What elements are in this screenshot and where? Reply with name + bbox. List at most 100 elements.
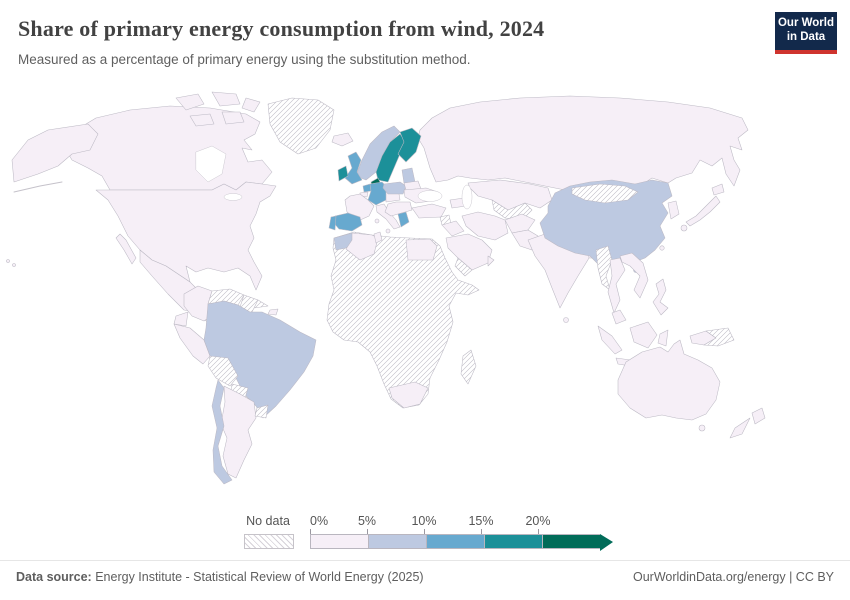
map-region-tunisia[interactable] [373, 231, 383, 244]
legend-tick-0%: 0% [310, 514, 329, 528]
legend-tick-15%: 15% [468, 514, 494, 528]
map-region-malaysia[interactable] [611, 309, 627, 325]
data-source-label: Data source: [16, 570, 92, 584]
map-region-madagascar[interactable] [460, 349, 477, 385]
map-region-china[interactable] [539, 179, 673, 267]
map-region-iran[interactable] [461, 211, 509, 241]
map-region-uruguay[interactable] [254, 404, 269, 419]
map-region-alaska[interactable] [11, 123, 99, 183]
map-region-kazakhstan[interactable] [467, 179, 553, 211]
map-region-philippines[interactable] [652, 278, 669, 316]
map-region-bolivia[interactable] [207, 355, 239, 387]
map-region-greenland[interactable] [267, 97, 335, 155]
legend-tick-mark [481, 529, 482, 534]
map-region-korea[interactable] [667, 200, 680, 220]
legend-segment-10-15%[interactable] [426, 534, 484, 549]
map-region-iceland[interactable] [331, 132, 354, 147]
map-region-myanmar[interactable] [595, 245, 613, 291]
map-region-turkey[interactable] [411, 203, 447, 219]
caspian-sea [461, 184, 473, 210]
map-region-tasmania[interactable] [698, 424, 706, 432]
map-region-afghanistan[interactable] [504, 213, 536, 234]
map-region-saudi[interactable] [445, 233, 493, 271]
map-region-nz-south[interactable] [729, 417, 751, 439]
legend-color-bar [310, 534, 613, 551]
map-region-sulawesi[interactable] [657, 329, 669, 347]
map-region-borneo[interactable] [629, 321, 658, 349]
map-region-russia[interactable] [417, 95, 749, 191]
legend-no-data-swatch[interactable] [244, 534, 294, 549]
map-region-sardinia[interactable] [374, 218, 380, 224]
owid-logo-box: Our World in Data [775, 12, 837, 50]
map-region-thailand[interactable] [607, 257, 626, 314]
map-region-usa[interactable] [95, 181, 277, 291]
map-region-algeria[interactable] [345, 232, 379, 261]
map-region-honshu[interactable] [685, 195, 721, 227]
great-lakes [223, 193, 243, 201]
legend-segment-0-5%[interactable] [310, 534, 368, 549]
map-region-hispaniola[interactable] [267, 308, 279, 316]
map-region-chile[interactable] [211, 379, 233, 485]
map-region-oman[interactable] [487, 255, 495, 267]
data-source-note: Data source: Energy Institute - Statisti… [16, 570, 424, 584]
map-region-mongolia[interactable] [571, 183, 639, 204]
footer-link[interactable]: OurWorldinData.org/energy | CC BY [632, 570, 834, 584]
map-region-nz-north[interactable] [751, 407, 766, 425]
map-region-south-africa[interactable] [388, 381, 429, 409]
legend-tick-20%: 20% [525, 514, 551, 528]
map-region-ireland[interactable] [337, 165, 349, 182]
map-region-hokkaido[interactable] [711, 183, 725, 196]
map-region-africa-base[interactable] [326, 231, 480, 409]
map-region-taiwan[interactable] [659, 245, 665, 251]
legend-tick-labels: 0% 5% 10% 15% 20% [310, 514, 610, 534]
chart-subtitle: Measured as a percentage of primary ener… [18, 52, 471, 67]
map-region-australia[interactable] [617, 339, 721, 421]
legend-tick-10%: 10% [411, 514, 437, 528]
page-title: Share of primary energy consumption from… [18, 16, 545, 41]
legend-tick-mark [310, 529, 311, 534]
black-sea [417, 190, 443, 202]
legend-tick-mark [424, 529, 425, 534]
map-region-kyushu[interactable] [680, 224, 688, 232]
map-region-egypt[interactable] [405, 238, 438, 261]
map-region-uk[interactable] [344, 151, 363, 185]
map-region-hawaii[interactable] [6, 259, 10, 263]
legend-segment-15-20%[interactable] [484, 534, 542, 549]
map-region-ecuador[interactable] [173, 311, 189, 327]
map-region-baja[interactable] [115, 233, 137, 265]
map-region-poland[interactable] [382, 181, 407, 195]
map-region-hawaii2[interactable] [12, 263, 16, 267]
legend-no-data-label: No data [246, 514, 290, 528]
chart-footer: Data source: Energy Institute - Statisti… [0, 560, 850, 584]
owid-logo-line2: in Data [786, 30, 826, 43]
map-region-sri-lanka[interactable] [563, 317, 569, 323]
data-source-text: Energy Institute - Statistical Review of… [91, 570, 424, 584]
map-region-netherlands[interactable] [362, 183, 372, 193]
world-map [0, 88, 850, 512]
owid-logo-redbar [775, 49, 837, 54]
map-region-portugal[interactable] [328, 215, 337, 231]
legend-arrow [600, 534, 613, 551]
legend-tick-mark [538, 529, 539, 534]
map-region-png[interactable] [703, 327, 735, 347]
map-region-vietnam[interactable] [619, 252, 649, 299]
map-legend: No data 0% 5% 10% 15% 20% [0, 514, 850, 558]
aleutian-islands [13, 181, 63, 193]
map-region-canada-islands[interactable] [175, 91, 261, 127]
legend-segment-20%+[interactable] [542, 534, 600, 549]
map-region-sumatra[interactable] [597, 325, 623, 355]
legend-tick-mark [367, 529, 368, 534]
map-region-italy[interactable] [375, 203, 401, 230]
hudson-bay [195, 145, 227, 183]
map-region-iraq[interactable] [441, 220, 465, 237]
owid-logo-line1: Our World [777, 17, 834, 29]
legend-segment-5-10%[interactable] [368, 534, 426, 549]
map-region-yemen[interactable] [454, 257, 473, 277]
map-region-finland[interactable] [397, 127, 422, 163]
owid-logo[interactable]: Our World in Data [775, 12, 837, 54]
map-region-sicily[interactable] [385, 228, 391, 234]
map-region-peru[interactable] [173, 323, 211, 365]
map-region-baltics[interactable] [401, 167, 416, 184]
map-region-greece[interactable] [397, 211, 410, 228]
